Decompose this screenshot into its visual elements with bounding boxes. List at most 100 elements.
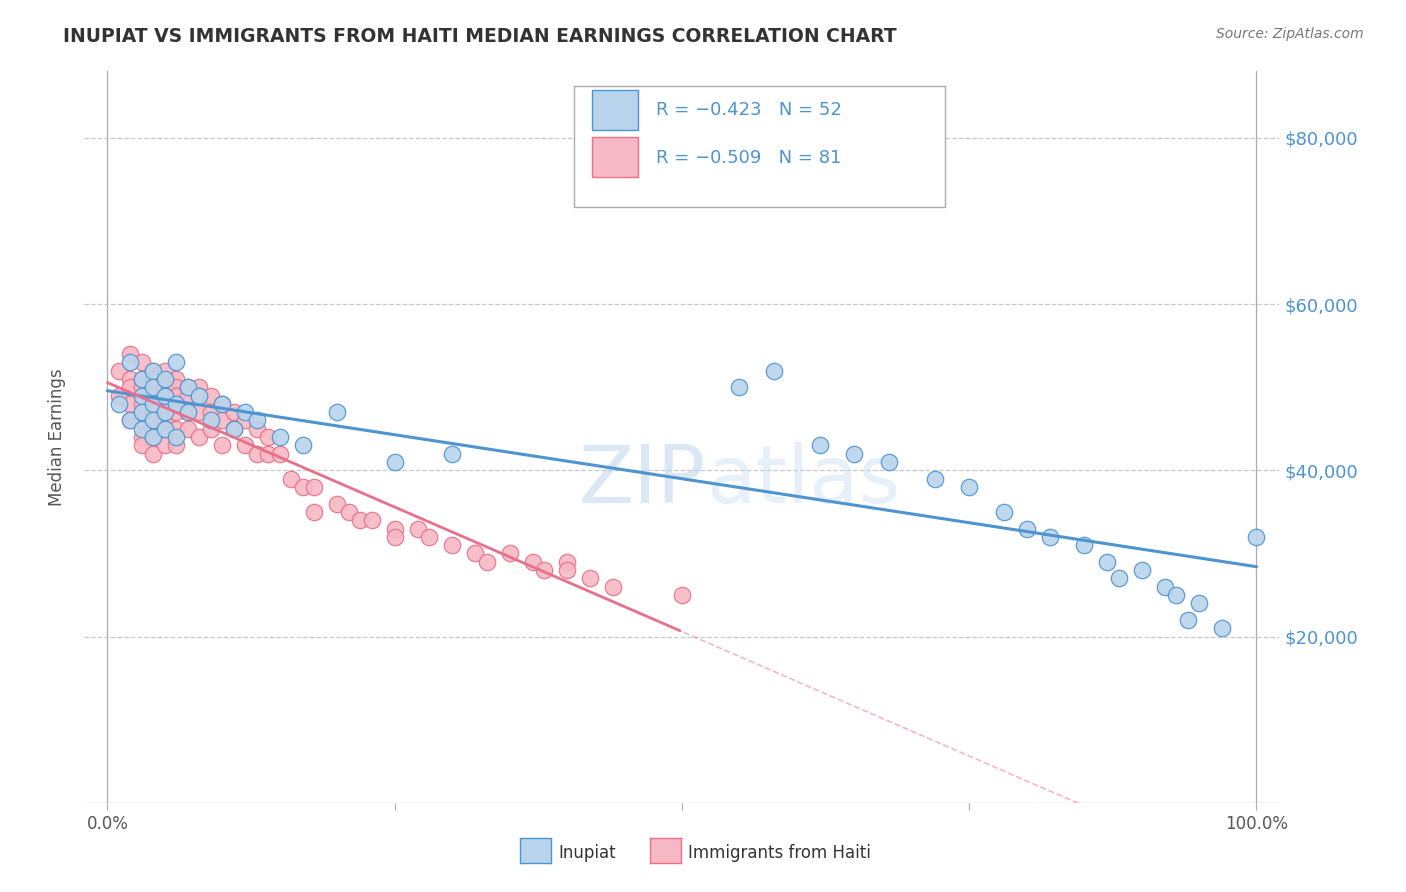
Point — [153, 388, 176, 402]
Point — [131, 430, 153, 444]
Point — [108, 397, 131, 411]
Point — [1130, 563, 1153, 577]
Point — [211, 397, 233, 411]
Point — [165, 388, 187, 402]
Point — [142, 447, 165, 461]
Point — [200, 413, 222, 427]
Point — [302, 505, 325, 519]
Point — [337, 505, 360, 519]
Point — [188, 388, 211, 402]
Point — [177, 380, 200, 394]
Point — [165, 405, 187, 419]
Point — [177, 388, 200, 402]
Point — [200, 405, 222, 419]
Point — [349, 513, 371, 527]
Point — [120, 413, 142, 427]
Point — [406, 521, 429, 535]
Point — [142, 413, 165, 427]
Point — [464, 546, 486, 560]
Point — [291, 438, 314, 452]
Point — [153, 405, 176, 419]
Point — [165, 372, 187, 386]
Point — [269, 447, 291, 461]
Point — [384, 521, 406, 535]
Point — [222, 405, 245, 419]
Point — [142, 372, 165, 386]
Point — [131, 438, 153, 452]
Point — [142, 405, 165, 419]
Point — [165, 355, 187, 369]
Point — [211, 438, 233, 452]
Point — [131, 405, 153, 419]
Point — [269, 430, 291, 444]
Text: R = −0.423   N = 52: R = −0.423 N = 52 — [655, 101, 842, 120]
Point — [142, 388, 165, 402]
Point — [153, 413, 176, 427]
Point — [291, 480, 314, 494]
Point — [153, 363, 176, 377]
Point — [384, 455, 406, 469]
Point — [177, 422, 200, 436]
Point — [877, 455, 900, 469]
Point — [957, 480, 980, 494]
Point — [257, 430, 280, 444]
Point — [120, 397, 142, 411]
Point — [120, 372, 142, 386]
Point — [418, 530, 440, 544]
Point — [131, 397, 153, 411]
Point — [326, 497, 349, 511]
Point — [131, 422, 153, 436]
Point — [131, 388, 153, 402]
Text: INUPIAT VS IMMIGRANTS FROM HAITI MEDIAN EARNINGS CORRELATION CHART: INUPIAT VS IMMIGRANTS FROM HAITI MEDIAN … — [63, 27, 897, 45]
Point — [246, 413, 269, 427]
Point — [762, 363, 785, 377]
Point — [177, 380, 200, 394]
Point — [165, 397, 187, 411]
Point — [142, 380, 165, 394]
Point — [441, 538, 464, 552]
Point — [177, 405, 200, 419]
Point — [131, 372, 153, 386]
Point — [302, 480, 325, 494]
Point — [142, 397, 165, 411]
Point — [120, 355, 142, 369]
FancyBboxPatch shape — [575, 86, 945, 207]
Point — [475, 555, 498, 569]
Point — [142, 363, 165, 377]
Point — [233, 413, 256, 427]
Point — [1095, 555, 1118, 569]
Point — [165, 380, 187, 394]
Point — [200, 388, 222, 402]
Point — [131, 372, 153, 386]
Point — [222, 422, 245, 436]
Point — [233, 405, 256, 419]
Point — [1073, 538, 1095, 552]
Point — [188, 388, 211, 402]
Point — [280, 472, 302, 486]
Point — [555, 555, 578, 569]
Point — [555, 563, 578, 577]
Point — [131, 380, 153, 394]
Text: R = −0.509   N = 81: R = −0.509 N = 81 — [655, 149, 841, 167]
Point — [246, 422, 269, 436]
Point — [924, 472, 946, 486]
Text: ZIP: ZIP — [578, 442, 706, 520]
Point — [844, 447, 866, 461]
Point — [522, 555, 544, 569]
Point — [153, 388, 176, 402]
Point — [142, 363, 165, 377]
Point — [257, 447, 280, 461]
Point — [1015, 521, 1038, 535]
Point — [993, 505, 1015, 519]
Point — [360, 513, 382, 527]
Point — [533, 563, 555, 577]
Point — [108, 388, 131, 402]
Point — [233, 438, 256, 452]
Point — [131, 413, 153, 427]
FancyBboxPatch shape — [592, 90, 638, 130]
Point — [1211, 621, 1233, 635]
Point — [153, 422, 176, 436]
Point — [1153, 580, 1175, 594]
Point — [153, 372, 176, 386]
Point — [211, 397, 233, 411]
